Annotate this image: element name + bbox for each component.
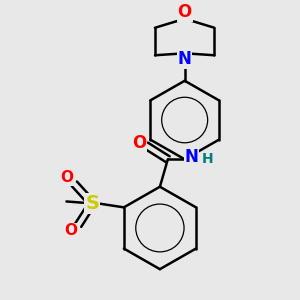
Text: O: O — [60, 170, 73, 185]
Text: O: O — [132, 134, 146, 152]
Text: N: N — [178, 50, 192, 68]
Text: O: O — [64, 224, 77, 238]
Text: H: H — [202, 152, 213, 166]
Text: O: O — [178, 3, 192, 21]
Text: N: N — [185, 148, 199, 166]
Text: S: S — [85, 194, 99, 213]
